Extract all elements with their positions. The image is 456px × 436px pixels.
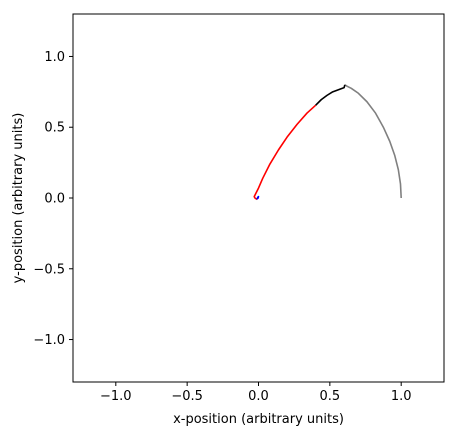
- y-tick-label: 1.0: [44, 50, 65, 65]
- y-axis-label: y-position (arbitrary units): [11, 113, 26, 284]
- y-tick-label: 0.5: [44, 121, 65, 136]
- trajectory-series-1: [344, 84, 402, 199]
- x-axis-ticks: −1.0 −0.5 0.0 0.5 1.0: [100, 382, 412, 404]
- x-tick-label: −0.5: [171, 389, 203, 404]
- trajectory-series-3: [253, 104, 317, 201]
- y-tick-label: −0.5: [33, 262, 65, 277]
- series-layer: [253, 84, 402, 201]
- x-tick-label: −1.0: [100, 389, 132, 404]
- x-tick-label: 1.0: [391, 389, 412, 404]
- y-tick-label: −1.0: [33, 333, 65, 348]
- trajectory-series-4: [256, 195, 260, 200]
- y-tick-label: 0.0: [44, 192, 65, 207]
- x-tick-label: 0.5: [320, 389, 341, 404]
- y-axis-ticks: −1.0 −0.5 0.0 0.5 1.0: [33, 50, 73, 348]
- x-axis-label: x-position (arbitrary units): [173, 412, 344, 427]
- trajectory-series-2: [315, 84, 346, 106]
- x-tick-label: 0.0: [248, 389, 269, 404]
